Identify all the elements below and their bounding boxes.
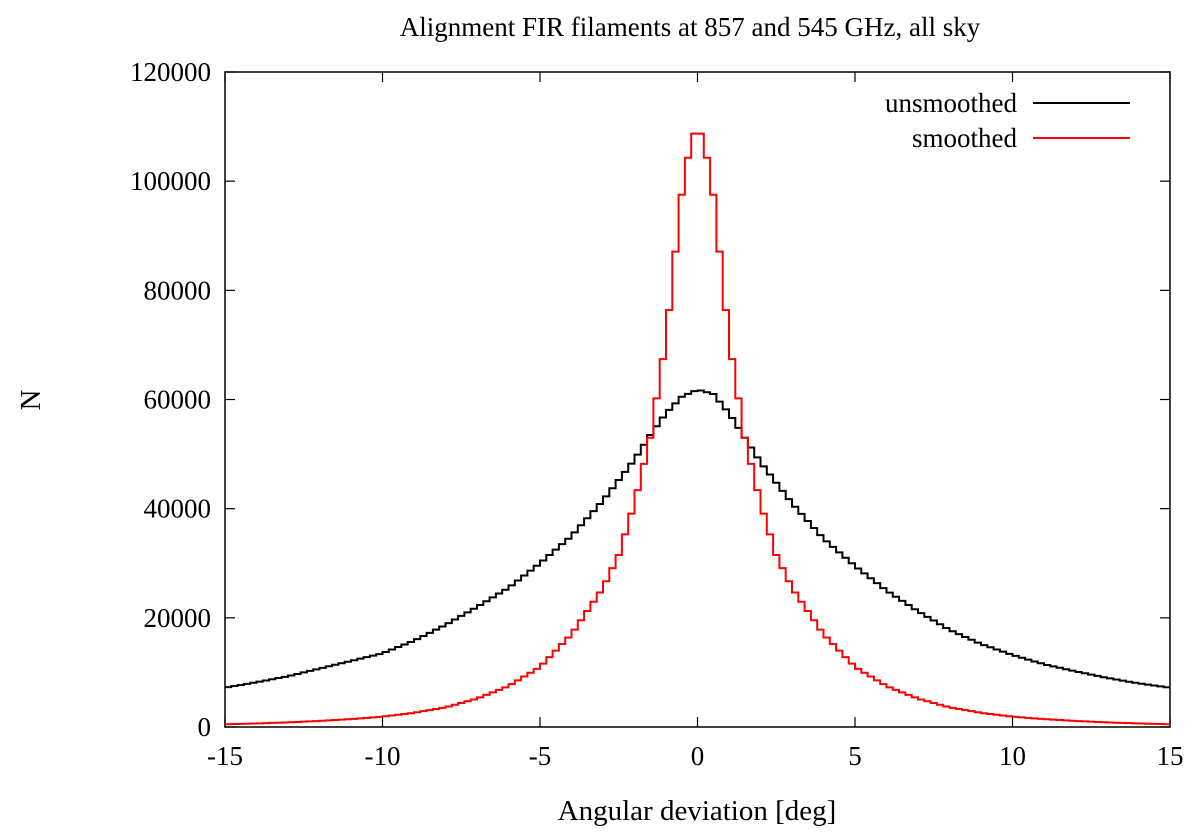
legend-label-smoothed: smoothed bbox=[912, 123, 1017, 153]
x-tick-label: 10 bbox=[999, 741, 1026, 771]
y-tick-label: 100000 bbox=[130, 166, 211, 196]
x-tick-label: -5 bbox=[529, 741, 552, 771]
x-tick-label: -15 bbox=[207, 741, 243, 771]
plot-frame bbox=[224, 71, 1171, 728]
y-tick-label: 40000 bbox=[144, 494, 212, 524]
y-tick-label: 0 bbox=[198, 712, 212, 742]
x-tick-label: -10 bbox=[365, 741, 401, 771]
series-group bbox=[225, 132, 1170, 726]
series-line-smoothed bbox=[225, 132, 1170, 726]
x-tick-label: 0 bbox=[691, 741, 705, 771]
legend: unsmoothed smoothed bbox=[885, 88, 1130, 153]
chart-title: Alignment FIR filaments at 857 and 545 G… bbox=[400, 12, 981, 42]
x-tick-label: 5 bbox=[848, 741, 862, 771]
y-tick-label: 20000 bbox=[144, 603, 212, 633]
y-tick-label: 80000 bbox=[144, 275, 212, 305]
y-axis: 0 20000 40000 60000 80000 100000 120000 bbox=[130, 57, 1170, 742]
y-axis-label: N bbox=[15, 389, 47, 410]
x-tick-label: 15 bbox=[1157, 741, 1184, 771]
x-axis-label: Angular deviation [deg] bbox=[558, 795, 837, 827]
series-line-unsmoothed bbox=[225, 389, 1170, 689]
y-tick-label: 60000 bbox=[144, 385, 212, 415]
legend-label-unsmoothed: unsmoothed bbox=[885, 88, 1017, 118]
y-tick-label: 120000 bbox=[130, 57, 211, 87]
x-axis: -15 -10 -5 0 5 10 15 bbox=[207, 72, 1184, 771]
